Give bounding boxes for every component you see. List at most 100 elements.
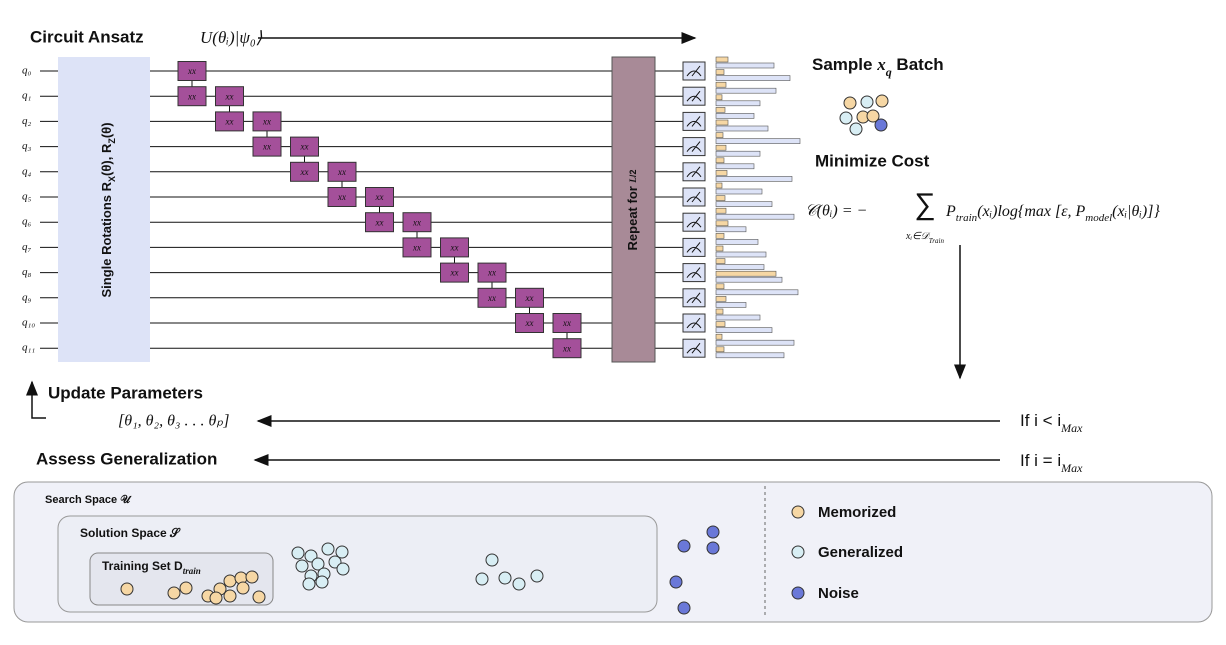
- hist-bar: [715, 264, 765, 270]
- gate: [252, 136, 282, 157]
- hist-bar: [715, 308, 724, 315]
- legend-label: Generalized: [818, 544, 903, 561]
- point: [335, 545, 349, 559]
- meter: [686, 141, 702, 152]
- hist-bar: [715, 314, 761, 321]
- meter: [686, 191, 702, 203]
- hist-bar: [715, 296, 727, 302]
- qubit-label: q₈: [22, 266, 32, 278]
- hist-bar: [715, 201, 773, 207]
- operator: U(θᵢ)|ψ₀⟩: [200, 28, 263, 47]
- legend-label: Noise: [818, 585, 859, 602]
- meter: [686, 90, 702, 102]
- gate: [552, 338, 582, 359]
- hist-bar: [715, 327, 773, 333]
- point: [677, 601, 691, 615]
- gate-label: xx: [187, 91, 196, 101]
- meter: [686, 267, 702, 278]
- gate-label: xx: [225, 91, 234, 101]
- hist-bar: [715, 188, 763, 195]
- hist-bar: [715, 56, 729, 63]
- hist-bar: [715, 207, 727, 214]
- qubit-label: q₀: [22, 65, 32, 77]
- gate: [440, 237, 469, 258]
- hist-bar: [715, 81, 727, 88]
- gate: [477, 287, 507, 308]
- gate-label: xx: [412, 242, 421, 252]
- meter: [686, 317, 702, 329]
- hist-bar: [715, 144, 727, 151]
- point: [295, 559, 309, 573]
- gate-label: xx: [450, 268, 459, 278]
- legend-dot: [791, 505, 805, 519]
- gate: [515, 313, 544, 333]
- point: [866, 109, 880, 123]
- qubit-label: q₁₁: [22, 342, 35, 354]
- point: [311, 557, 325, 571]
- hist-bar: [715, 333, 723, 340]
- meter: [686, 116, 702, 127]
- gate-label: xx: [450, 242, 459, 252]
- gate-label: xx: [262, 142, 271, 152]
- gate-label: xx: [262, 116, 271, 126]
- cost-rhs: Ptrain(xᵢ)log{max [ε, Pmodel(xᵢ|θᵢ)]}: [945, 203, 1160, 224]
- gate-label: xx: [300, 142, 309, 152]
- legend-dot: [791, 586, 805, 600]
- point: [336, 562, 350, 576]
- point: [321, 542, 335, 556]
- title: Circuit Ansatz: [30, 27, 144, 46]
- hist-bar: [715, 157, 725, 164]
- qubit-label: q₃: [22, 140, 32, 152]
- point: [179, 581, 193, 595]
- qubit-label: q₄: [22, 165, 32, 177]
- hist-bar: [715, 302, 747, 308]
- hist-bar: [715, 346, 725, 353]
- gate: [402, 212, 432, 233]
- hist-bar: [715, 258, 726, 264]
- hist-bar: [715, 100, 761, 107]
- gate: [177, 86, 207, 107]
- gate: [365, 187, 394, 207]
- hist-bar: [715, 352, 785, 359]
- gate-label: xx: [375, 192, 384, 202]
- point: [875, 94, 889, 108]
- update-cond: If i < iMax: [1020, 411, 1083, 434]
- legend-dot: [791, 545, 805, 559]
- hist-bar: [715, 87, 777, 94]
- point: [245, 570, 259, 584]
- meter: [686, 342, 702, 354]
- hist-bar: [715, 245, 724, 252]
- qubit-label: q₅: [22, 191, 32, 203]
- meter: [686, 65, 702, 77]
- cost-lhs: 𝒞(θᵢ) = −: [805, 203, 867, 220]
- hist-bar: [715, 138, 801, 144]
- point: [843, 96, 857, 110]
- gate: [290, 136, 319, 157]
- hist-bar: [715, 182, 723, 189]
- hist-bar: [715, 62, 775, 69]
- gate-label: xx: [225, 116, 234, 126]
- assess-label: Assess Generalization: [36, 449, 217, 468]
- point: [209, 591, 223, 605]
- point: [485, 553, 499, 567]
- hist-bar: [715, 119, 729, 126]
- solution-label: Solution Space 𝒮: [80, 526, 181, 540]
- gate-label: xx: [525, 293, 534, 303]
- gate: [327, 187, 357, 207]
- assess-cond: If i = iMax: [1020, 451, 1083, 474]
- gate: [215, 86, 244, 107]
- point: [849, 122, 863, 136]
- hist-bar: [715, 163, 755, 170]
- point: [512, 577, 526, 591]
- point: [677, 539, 691, 553]
- sample-label: Sample xq Batch: [812, 55, 944, 79]
- point: [315, 575, 329, 589]
- hist-bar: [715, 150, 761, 157]
- hist-bar: [715, 339, 795, 346]
- hist-bar: [715, 176, 793, 182]
- gate-label: xx: [562, 343, 571, 353]
- hist-bar: [715, 220, 729, 227]
- rotation-label: Single Rotations RX(θ), RZ(θ): [99, 122, 117, 297]
